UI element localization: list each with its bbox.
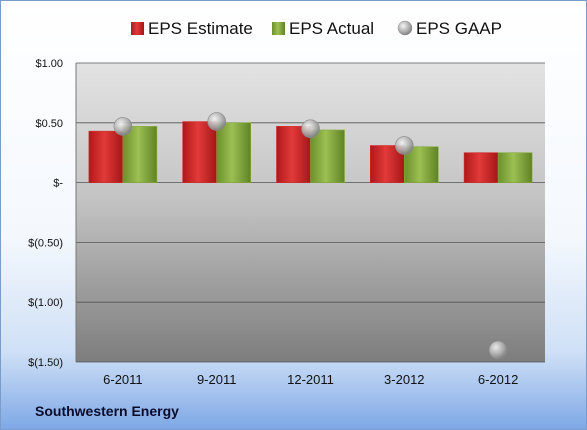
x-tick-label-2: 12-2011 bbox=[287, 372, 334, 387]
x-tick-label-1: 9-2011 bbox=[197, 372, 237, 387]
gaap-marker-0 bbox=[113, 117, 133, 136]
y-tick-label-2: $- bbox=[53, 178, 63, 190]
actual-bar-1 bbox=[216, 122, 251, 183]
company-name: Southwestern Energy bbox=[35, 403, 179, 419]
x-tick-label-3: 3-2012 bbox=[384, 372, 424, 387]
y-axis-ticks: $1.00 $0.50 $- $(0.50) $(1.00) $(1.50) bbox=[28, 58, 63, 369]
legend-label-actual: EPS Actual bbox=[289, 19, 374, 38]
gaap-marker-1 bbox=[207, 112, 226, 131]
actual-bar-2 bbox=[310, 129, 345, 183]
legend-swatch-actual bbox=[272, 22, 285, 35]
gaap-markers bbox=[113, 112, 508, 360]
gaap-marker-3 bbox=[394, 136, 414, 155]
x-tick-label-4: 6-2012 bbox=[478, 372, 518, 387]
estimate-bar-3 bbox=[369, 145, 405, 183]
actual-bar-4 bbox=[497, 152, 533, 183]
y-tick-label-0: $1.00 bbox=[35, 58, 63, 70]
bars bbox=[88, 121, 533, 183]
y-tick-label-4: $(1.00) bbox=[28, 297, 63, 309]
chart-legend: EPS Estimate EPS Actual EPS GAAP bbox=[131, 19, 502, 38]
estimate-bar-4 bbox=[463, 152, 499, 183]
gaap-marker-4 bbox=[488, 340, 508, 360]
x-axis-ticks: 6-2011 9-2011 12-2011 3-2012 6-2012 bbox=[103, 372, 518, 387]
legend-label-gaap: EPS GAAP bbox=[416, 19, 502, 38]
legend-label-estimate: EPS Estimate bbox=[148, 19, 253, 38]
estimate-bar-1 bbox=[182, 121, 217, 183]
y-tick-label-1: $0.50 bbox=[35, 118, 63, 130]
actual-bar-0 bbox=[122, 126, 158, 183]
gaap-marker-2 bbox=[301, 119, 320, 139]
y-tick-label-3: $(0.50) bbox=[28, 237, 63, 249]
y-tick-label-5: $(1.50) bbox=[28, 357, 63, 369]
legend-swatch-estimate bbox=[131, 22, 144, 35]
estimate-bar-0 bbox=[88, 130, 124, 183]
legend-swatch-gaap bbox=[397, 20, 413, 36]
plot-area bbox=[76, 63, 545, 362]
x-tick-label-0: 6-2011 bbox=[103, 372, 143, 387]
